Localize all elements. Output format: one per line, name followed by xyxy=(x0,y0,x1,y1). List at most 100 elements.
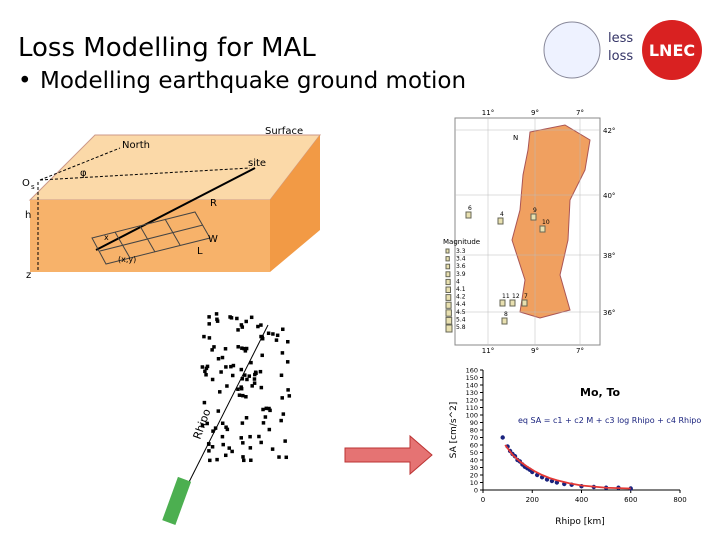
magnitude-label: 4.2 xyxy=(456,294,466,301)
lnec-text: LNEC xyxy=(649,41,695,60)
station xyxy=(281,327,285,332)
y-tick-label: 10 xyxy=(470,479,478,487)
station xyxy=(224,365,228,369)
event-marker xyxy=(521,299,528,307)
magnitude-symbol xyxy=(445,271,451,278)
latitude-label: 40° xyxy=(603,192,615,200)
y-tick-label: 140 xyxy=(466,382,478,390)
station xyxy=(215,457,219,462)
station xyxy=(280,351,285,355)
data-point xyxy=(500,435,505,440)
station xyxy=(205,364,210,369)
station xyxy=(207,315,211,319)
longitude-label: 9° xyxy=(531,109,539,117)
y-tick-label: 40 xyxy=(470,457,478,465)
station xyxy=(215,317,219,322)
station xyxy=(241,441,245,445)
station xyxy=(202,400,207,405)
station xyxy=(284,455,289,460)
station xyxy=(245,377,249,382)
station xyxy=(230,449,234,454)
event-marker xyxy=(497,217,504,225)
block-side xyxy=(270,135,320,272)
event-marker xyxy=(501,317,508,325)
station xyxy=(266,331,271,336)
station xyxy=(207,322,211,326)
station xyxy=(200,365,205,369)
chart-title: Mo, To xyxy=(580,386,621,399)
magnitude-symbol xyxy=(445,256,450,262)
station xyxy=(260,353,264,358)
station xyxy=(285,360,290,364)
magnitude-label: 5.4 xyxy=(456,316,466,323)
event-label: 8 xyxy=(504,311,508,318)
station xyxy=(263,415,268,419)
station xyxy=(229,364,233,369)
origin-label: O xyxy=(22,178,30,189)
magnitude-symbol xyxy=(445,301,452,309)
block-front xyxy=(30,200,270,272)
station xyxy=(244,319,248,324)
station xyxy=(205,421,209,426)
station xyxy=(279,373,284,378)
station xyxy=(247,374,252,378)
magnitude-symbol xyxy=(445,286,451,293)
station xyxy=(281,412,286,416)
station xyxy=(240,421,245,425)
station xyxy=(230,373,235,378)
latitude-label: 36° xyxy=(603,309,615,317)
magnitude-label: 3.9 xyxy=(456,271,466,278)
y-tick-label: 130 xyxy=(466,389,478,397)
station xyxy=(283,439,287,443)
r-label: R xyxy=(210,198,217,209)
event-label: 7 xyxy=(524,293,528,300)
portugal xyxy=(511,124,591,319)
station xyxy=(231,363,236,368)
station xyxy=(207,336,212,340)
station xyxy=(242,346,246,351)
event-marker xyxy=(539,225,546,233)
magnitude-symbol xyxy=(445,263,451,270)
site-line xyxy=(39,167,251,181)
magnitude-symbol xyxy=(445,316,453,325)
station xyxy=(261,421,266,425)
longitude-label: 7° xyxy=(576,109,584,117)
y-tick-label: 150 xyxy=(466,374,478,382)
station xyxy=(240,325,245,329)
station xyxy=(227,446,231,450)
loss-text: loss xyxy=(608,49,633,64)
fit-curve xyxy=(504,444,631,490)
event-marker xyxy=(509,299,516,307)
magnitude-title: Magnitude xyxy=(443,238,480,246)
l-label: L xyxy=(197,246,203,257)
latitude-label: 38° xyxy=(603,252,615,260)
station xyxy=(244,394,248,399)
y-tick-label: 120 xyxy=(466,397,478,405)
magnitude-symbol xyxy=(445,294,452,301)
magnitude-label: 4.5 xyxy=(456,309,466,316)
station xyxy=(216,356,221,361)
xy-label: (x,y) xyxy=(118,255,136,264)
station xyxy=(270,447,275,451)
station xyxy=(240,346,244,350)
block-top xyxy=(28,134,322,201)
station xyxy=(220,421,225,426)
h-label: h xyxy=(25,210,31,221)
north-line xyxy=(39,147,121,181)
longitude-label: 7° xyxy=(576,347,584,355)
station xyxy=(239,436,243,440)
source-marker xyxy=(162,476,192,525)
station xyxy=(286,388,290,392)
event-label: 12 xyxy=(512,293,520,300)
magnitude-label: 3.4 xyxy=(456,256,466,263)
x-tick-label: 0 xyxy=(481,496,485,504)
station xyxy=(210,445,215,449)
magnitude-symbol xyxy=(445,309,452,317)
station xyxy=(274,338,279,342)
magnitude-label: 3.6 xyxy=(456,263,466,270)
station xyxy=(249,360,253,365)
event-marker xyxy=(499,299,506,307)
station xyxy=(260,336,265,341)
station xyxy=(225,384,229,388)
station xyxy=(203,369,207,374)
